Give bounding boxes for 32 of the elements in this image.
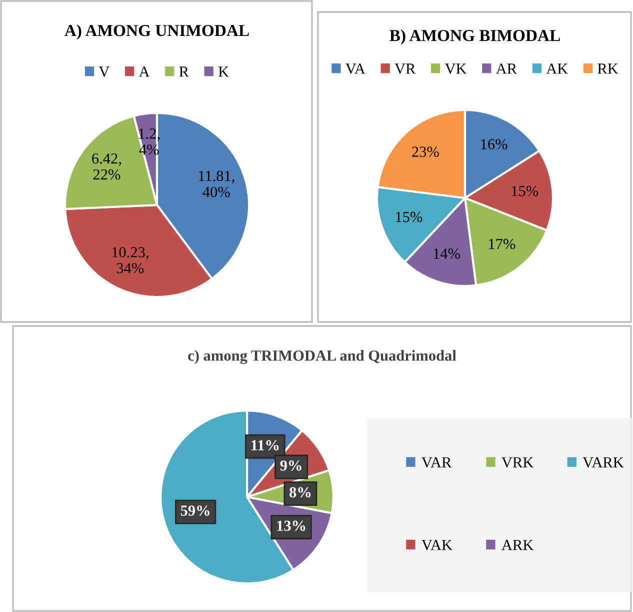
legend-label: VAK xyxy=(422,540,452,550)
legend-label: K xyxy=(218,66,229,77)
legend-label: VA xyxy=(346,64,366,74)
legend-label: R xyxy=(179,66,189,77)
data-label: 15% xyxy=(396,212,422,222)
legend-label: VRK xyxy=(502,457,534,468)
legend-label: RK xyxy=(598,64,618,74)
data-label: 9% xyxy=(280,460,302,471)
data-label: 16% xyxy=(481,139,508,150)
legend-label: VK xyxy=(444,64,467,74)
data-label: 6.42, 22% xyxy=(92,153,122,180)
legend-label: AK xyxy=(546,64,568,74)
data-label: 13% xyxy=(277,520,306,531)
data-label: 10.23, 34% xyxy=(112,247,148,274)
data-label: 15% xyxy=(512,186,538,196)
legend-label: V xyxy=(98,66,110,77)
data-label: 11.81, 40% xyxy=(198,170,234,198)
data-label: 59% xyxy=(180,505,210,516)
legend-label: VARK xyxy=(582,457,624,468)
legend-label: AR xyxy=(496,64,518,74)
chart-title: A) AMONG UNIMODAL xyxy=(64,24,249,40)
data-label: 8% xyxy=(290,487,310,498)
data-label: 17% xyxy=(489,238,516,250)
data-label: 14% xyxy=(434,248,460,259)
legend-label: ARK xyxy=(502,540,534,550)
legend-label: VAR xyxy=(422,457,452,468)
legend-label: VR xyxy=(394,64,416,74)
data-label: 23% xyxy=(412,146,439,157)
chart-title: B) AMONG BIMODAL xyxy=(390,29,560,45)
data-label: 11% xyxy=(252,440,279,450)
legend-label: A xyxy=(138,66,150,77)
chart-title: c) among TRIMODAL and Quadrimodal xyxy=(188,350,456,364)
